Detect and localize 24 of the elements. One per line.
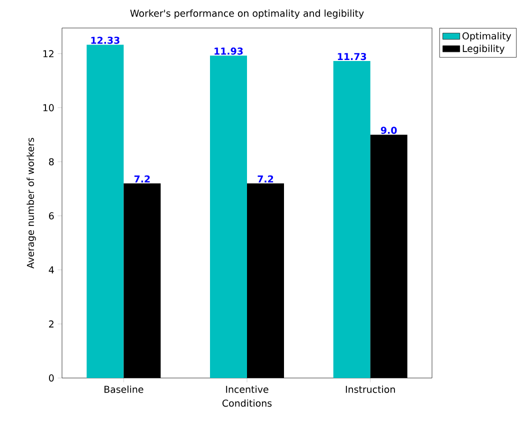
data-label: 11.73 <box>338 52 366 60</box>
bar <box>333 60 370 378</box>
y-tick-label: 10 <box>43 104 54 112</box>
y-tick-label: 6 <box>49 212 54 220</box>
chart-title: Worker's performance on optimality and legibility <box>130 10 364 19</box>
data-label: 12.33 <box>91 36 120 44</box>
bar <box>210 56 247 378</box>
y-tick-label: 4 <box>48 266 54 274</box>
y-tick-label: 2 <box>49 320 54 328</box>
x-tick-label: Incentive <box>226 386 268 393</box>
y-axis-title: Average number of workers <box>26 138 36 269</box>
x-tick-label: Instruction <box>346 386 395 393</box>
y-tick-label: 8 <box>49 158 54 166</box>
legend-label: Optimality <box>462 32 512 42</box>
y-tick-label: 0 <box>48 374 54 382</box>
data-label: 7.2 <box>134 175 150 182</box>
bar <box>86 44 124 378</box>
x-axis-title: Conditions <box>222 399 272 407</box>
y-tick-label: 12 <box>43 50 54 58</box>
data-label: 7.2 <box>258 175 274 182</box>
x-tick-label: Baseline <box>104 386 144 393</box>
legend-label: Legibility <box>462 44 505 54</box>
data-label: 11.93 <box>214 48 243 55</box>
data-label: 9.0 <box>380 126 397 134</box>
